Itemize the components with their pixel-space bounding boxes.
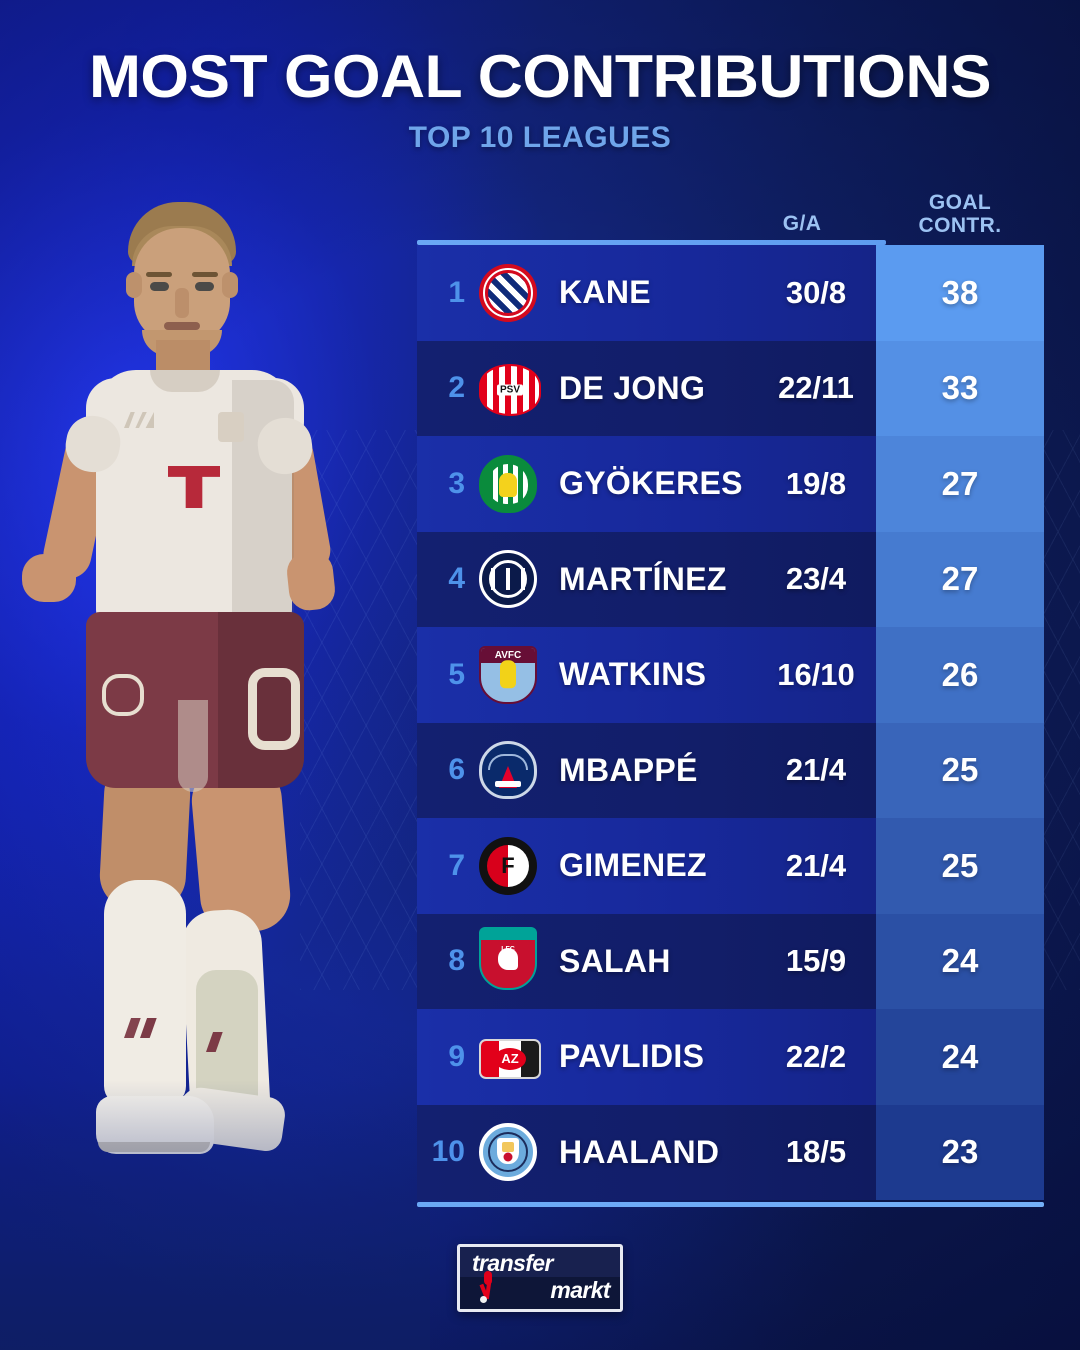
player-photo-harry-kane — [0, 180, 430, 1350]
column-header-goal-contributions: GOAL CONTR. — [876, 191, 1044, 238]
feyenoord-badge-icon: F — [479, 836, 537, 895]
row-main-cells: 6 MBAPPÉ 21/4 — [417, 722, 876, 818]
goals-assists-value: 30/8 — [785, 274, 847, 310]
row-main-cells: 2 PSV DE JONG 22/11 — [417, 340, 876, 436]
player-name: SALAH — [559, 942, 671, 979]
inter-badge-icon — [479, 550, 537, 609]
bayern-badge-icon — [479, 263, 537, 322]
logo-player-figure-icon — [479, 1271, 496, 1303]
psg-badge-icon — [479, 741, 537, 800]
goals-assists-value: 16/10 — [777, 656, 855, 692]
table-row[interactable]: 3 GYÖKERES 19/8 27 — [417, 436, 1044, 532]
player-name: HAALAND — [559, 1133, 720, 1170]
rank-number: 8 — [448, 944, 465, 978]
goal-contributions-value: 24 — [876, 1009, 1044, 1105]
az-badge-icon: AZ — [479, 1028, 541, 1086]
rank-number: 5 — [448, 657, 465, 691]
table-row[interactable]: 7 F GIMENEZ 21/4 25 — [417, 818, 1044, 914]
goal-contributions-value: 23 — [876, 1104, 1044, 1200]
rank-number: 1 — [448, 275, 465, 309]
aston-villa-badge-icon: AVFC — [479, 645, 537, 704]
column-header-ga: G/A — [782, 212, 822, 235]
table-row[interactable]: 4 MARTÍNEZ 23/4 27 — [417, 531, 1044, 627]
table-row[interactable]: 2 PSV DE JONG 22/11 33 — [417, 340, 1044, 436]
player-name: DE JONG — [559, 369, 706, 406]
row-main-cells: 9 AZ PAVLIDIS 22/2 — [417, 1009, 876, 1105]
goal-contributions-value: 27 — [876, 531, 1044, 627]
row-main-cells: 5 AVFC WATKINS 16/10 — [417, 627, 876, 723]
rank-number: 6 — [448, 753, 465, 787]
player-name: KANE — [559, 274, 651, 311]
row-main-cells: 8 LFC SALAH 15/9 — [417, 913, 876, 1009]
goal-contributions-value: 25 — [876, 722, 1044, 818]
table-row[interactable]: 1 KANE 30/8 38 — [417, 245, 1044, 341]
player-name: GIMENEZ — [559, 847, 707, 884]
goals-assists-value: 22/2 — [785, 1038, 847, 1074]
column-header-goal-line1: GOAL — [928, 190, 992, 214]
sporting-badge-icon — [479, 454, 537, 513]
table-body: 1 KANE 30/8 38 2 PSV DE JONG 22/11 33 3 … — [417, 245, 1044, 1200]
goals-assists-value: 15/9 — [785, 943, 847, 979]
table-row[interactable]: 8 LFC SALAH 15/9 24 — [417, 913, 1044, 1009]
page-title: MOST GOAL CONTRIBUTIONS — [88, 43, 992, 110]
table-row[interactable]: 9 AZ PAVLIDIS 22/2 24 — [417, 1009, 1044, 1105]
goal-contributions-value: 27 — [876, 436, 1044, 532]
goal-contributions-value: 26 — [876, 627, 1044, 723]
row-main-cells: 7 F GIMENEZ 21/4 — [417, 818, 876, 914]
row-main-cells: 4 MARTÍNEZ 23/4 — [417, 531, 876, 627]
goal-contributions-value: 25 — [876, 818, 1044, 914]
player-name: PAVLIDIS — [559, 1038, 705, 1075]
page-subtitle: TOP 10 LEAGUES — [408, 121, 672, 155]
player-name: WATKINS — [559, 656, 707, 693]
goals-assists-value: 19/8 — [785, 465, 847, 501]
goals-assists-value: 21/4 — [785, 752, 847, 788]
rank-number: 3 — [448, 466, 465, 500]
rank-number: 2 — [448, 371, 465, 405]
goal-contributions-value: 38 — [876, 245, 1044, 341]
player-name: MBAPPÉ — [559, 751, 698, 788]
goal-contributions-value: 33 — [876, 340, 1044, 436]
rank-number: 9 — [448, 1039, 465, 1073]
psv-badge-icon: PSV — [479, 359, 541, 417]
column-header-goal-line2: CONTR. — [918, 214, 1002, 238]
table-column-headers: G/A GOAL CONTR. — [417, 178, 1044, 240]
table-row[interactable]: 6 MBAPPÉ 21/4 25 — [417, 722, 1044, 818]
player-name: GYÖKERES — [559, 465, 743, 502]
rank-number: 10 — [431, 1135, 465, 1169]
goals-assists-value: 22/11 — [778, 370, 854, 406]
man-city-badge-icon — [479, 1123, 537, 1182]
liverpool-badge-icon: LFC — [479, 927, 537, 991]
logo-text-markt: markt — [550, 1277, 610, 1303]
row-main-cells: 3 GYÖKERES 19/8 — [417, 436, 876, 532]
table-bottom-divider — [417, 1202, 1044, 1207]
rank-number: 7 — [448, 848, 465, 882]
goals-assists-value: 21/4 — [785, 847, 847, 883]
goals-assists-value: 18/5 — [785, 1134, 847, 1170]
transfermarkt-logo: transfer markt — [457, 1244, 623, 1312]
goal-contributions-value: 24 — [876, 913, 1044, 1009]
row-main-cells: 1 KANE 30/8 — [417, 245, 876, 341]
header: MOST GOAL CONTRIBUTIONS TOP 10 LEAGUES — [0, 46, 1080, 155]
player-name: MARTÍNEZ — [559, 560, 727, 597]
table-row[interactable]: 5 AVFC WATKINS 16/10 26 — [417, 627, 1044, 723]
ranking-table: G/A GOAL CONTR. 1 KANE 30/8 38 2 PSV DE … — [417, 178, 1044, 1207]
table-row[interactable]: 10 HAALAND 18/5 23 — [417, 1104, 1044, 1200]
goals-assists-value: 23/4 — [785, 561, 847, 597]
rank-number: 4 — [448, 562, 465, 596]
row-main-cells: 10 HAALAND 18/5 — [417, 1104, 876, 1200]
